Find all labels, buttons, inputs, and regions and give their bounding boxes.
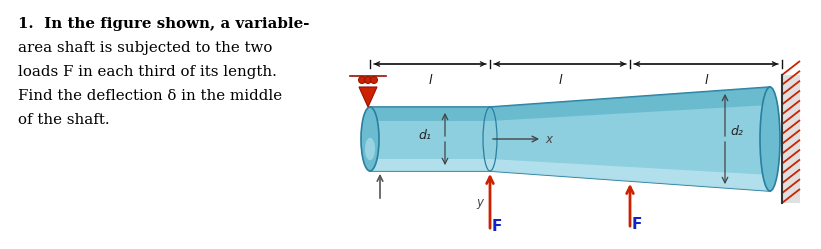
Polygon shape — [370, 87, 770, 121]
Text: of the shaft.: of the shaft. — [18, 113, 110, 127]
Circle shape — [370, 76, 378, 83]
Text: y: y — [476, 196, 483, 209]
Polygon shape — [359, 87, 377, 107]
Text: F: F — [492, 219, 502, 234]
Text: l: l — [429, 74, 432, 87]
Ellipse shape — [361, 107, 379, 171]
Text: loads F in each third of its length.: loads F in each third of its length. — [18, 65, 277, 79]
Polygon shape — [370, 87, 770, 191]
Text: l: l — [704, 74, 708, 87]
Ellipse shape — [760, 87, 780, 191]
Text: d₁: d₁ — [419, 128, 432, 141]
Polygon shape — [370, 159, 770, 191]
Text: x: x — [545, 132, 552, 145]
Text: Find the deflection δ in the middle: Find the deflection δ in the middle — [18, 89, 282, 103]
Ellipse shape — [365, 138, 375, 160]
Circle shape — [365, 76, 371, 83]
Bar — [782, 75, 800, 203]
Text: 1.  In the figure shown, a variable-: 1. In the figure shown, a variable- — [18, 17, 310, 31]
Circle shape — [359, 76, 365, 83]
Text: l: l — [558, 74, 562, 87]
Text: F: F — [632, 217, 642, 232]
Text: area shaft is subjected to the two: area shaft is subjected to the two — [18, 41, 273, 55]
Text: d₂: d₂ — [730, 124, 743, 137]
